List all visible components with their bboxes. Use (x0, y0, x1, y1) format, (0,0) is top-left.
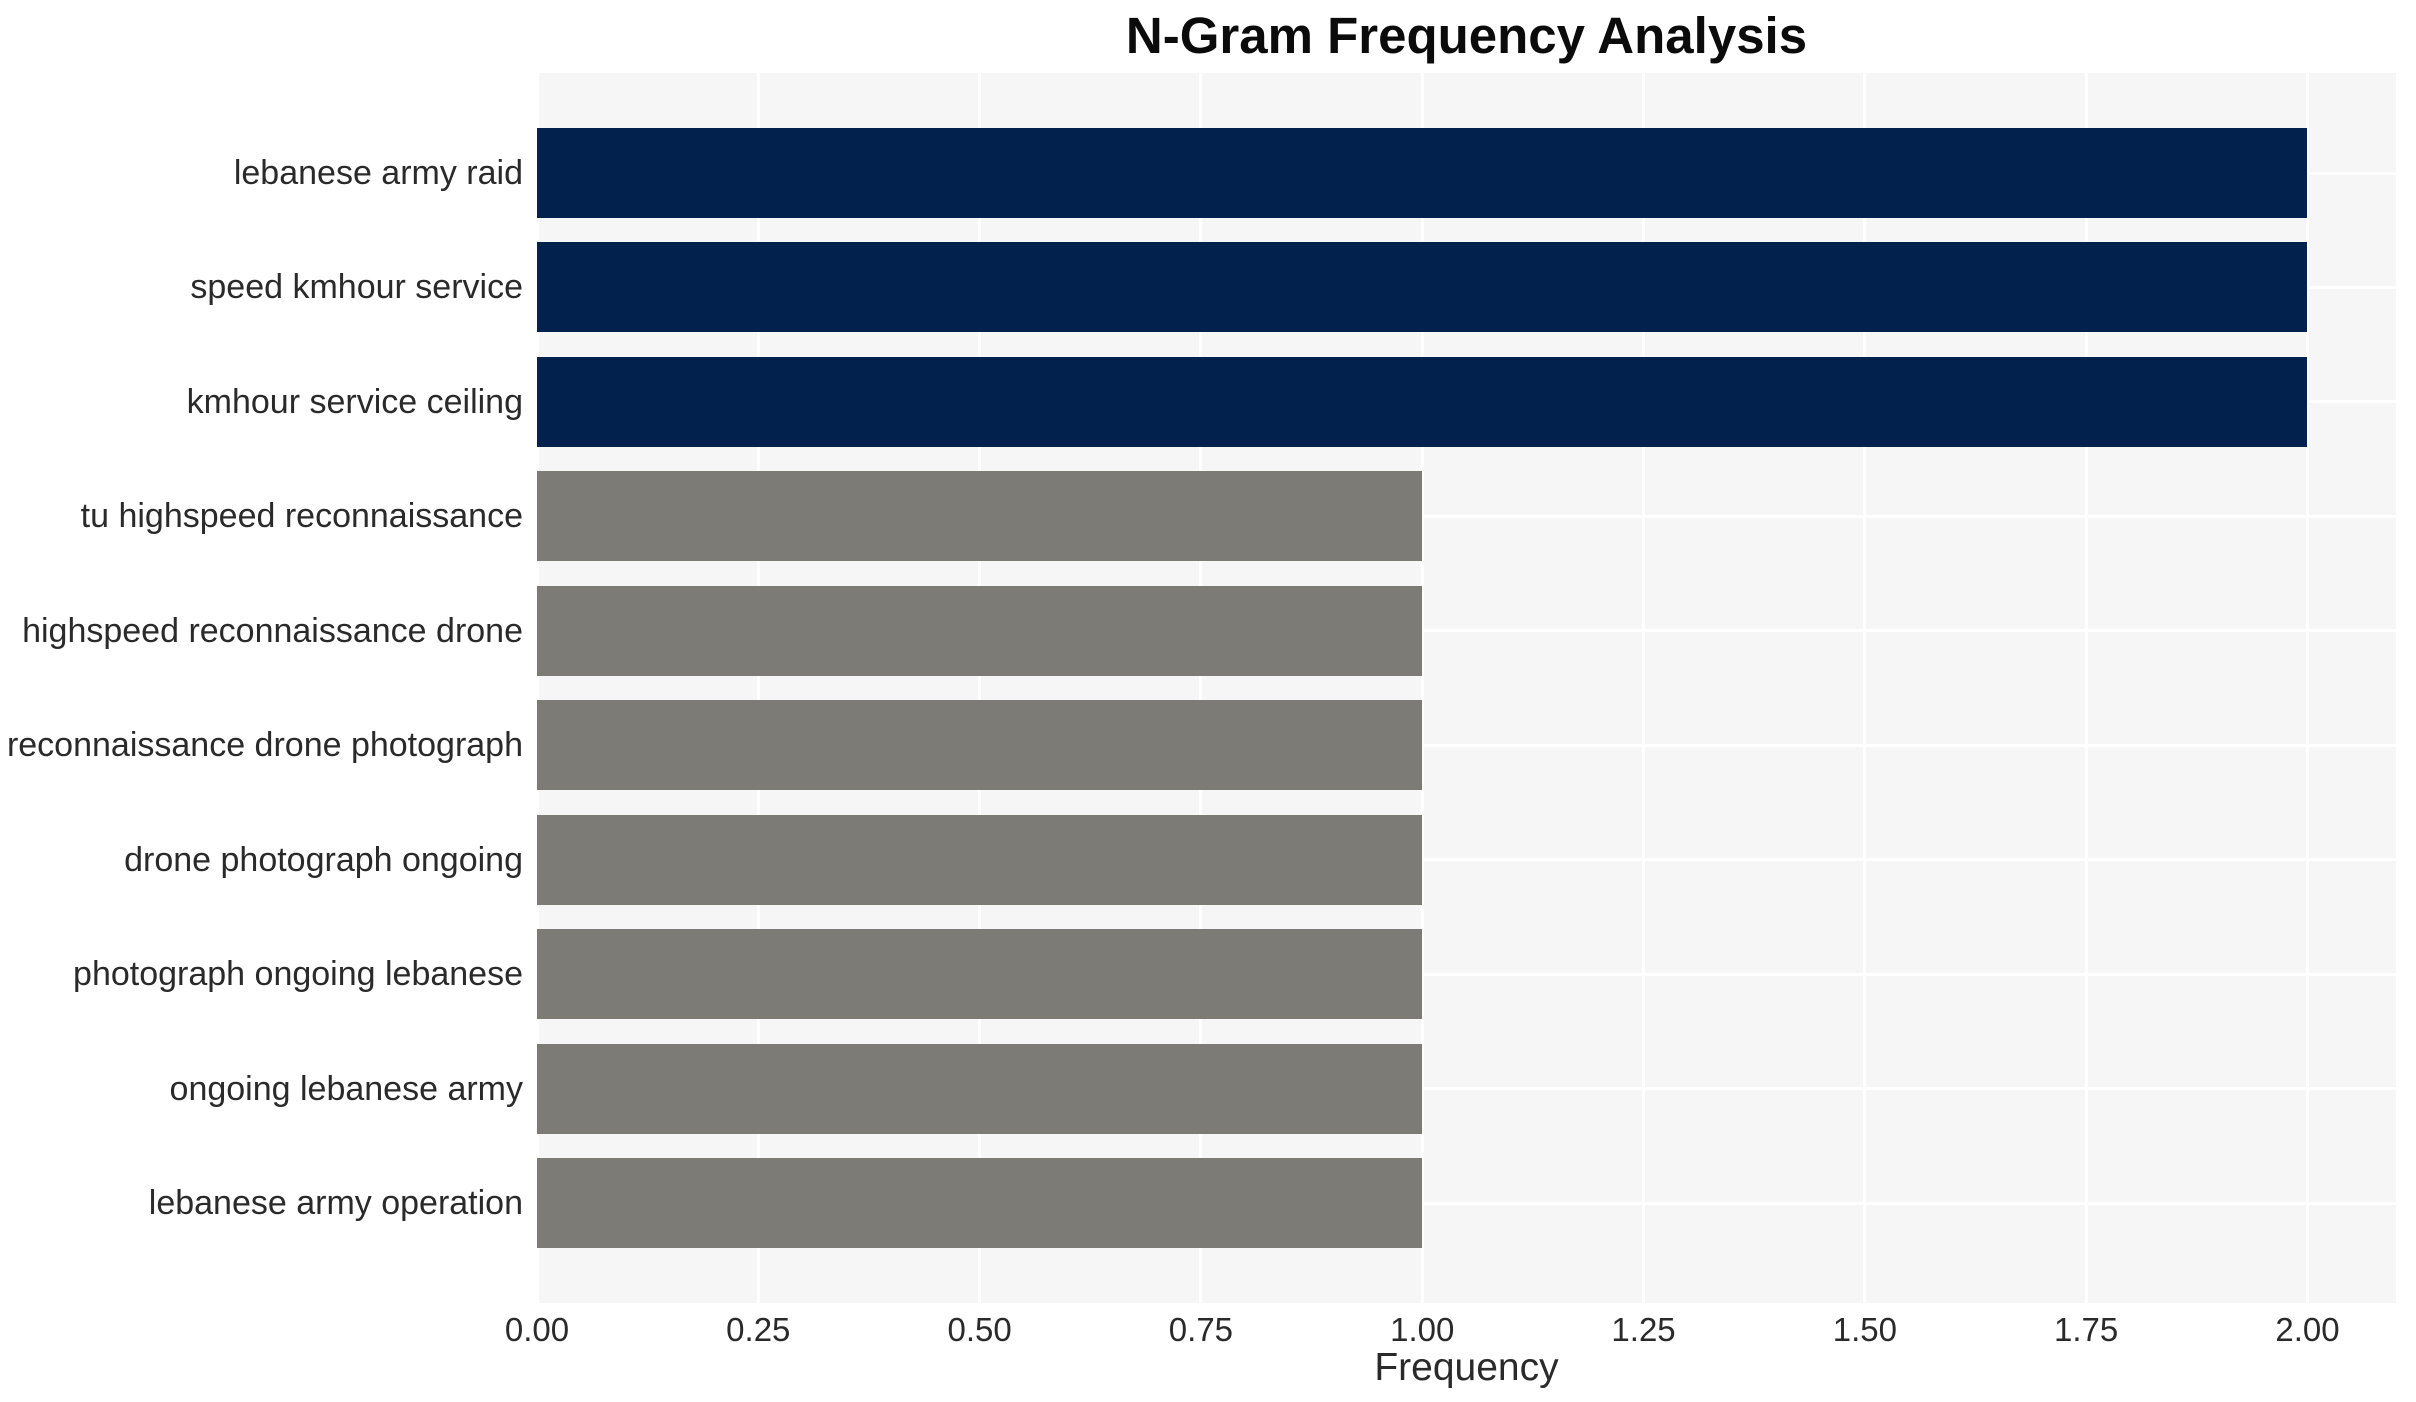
grid-line-horizontal (537, 1087, 2396, 1091)
grid-line-vertical (2084, 73, 2088, 1303)
y-tick-label: lebanese army raid (233, 154, 523, 192)
bar (537, 471, 1423, 562)
grid-line-vertical (1863, 73, 1867, 1303)
bar (537, 585, 1423, 676)
y-tick-label: lebanese army operation (148, 1184, 523, 1222)
y-tick-label: tu highspeed reconnaissance (80, 497, 523, 536)
y-tick-label: highspeed reconnaissance drone (22, 611, 523, 650)
grid-line-horizontal (537, 1201, 2396, 1205)
x-tick-label: 0.25 (726, 1311, 791, 1348)
grid-line-horizontal (537, 743, 2396, 747)
x-tick-label: 2.00 (2275, 1311, 2340, 1348)
chart-title: N-Gram Frequency Analysis (1125, 7, 1808, 64)
grid-line-vertical (978, 73, 982, 1303)
bar (537, 700, 1423, 791)
grid-line-vertical (1420, 73, 1424, 1303)
grid-line-vertical (2305, 73, 2309, 1303)
plot-area (535, 73, 2396, 1303)
bar (537, 814, 1423, 905)
bar (537, 242, 2308, 333)
grid-line-vertical (1199, 73, 1203, 1303)
grid-line-horizontal (537, 972, 2396, 976)
x-tick-label: 0.75 (1168, 1311, 1234, 1348)
x-tick-label: 1.25 (1611, 1311, 1676, 1348)
grid-line-vertical (535, 73, 539, 1303)
x-axis-title: Frequency (1374, 1346, 1559, 1389)
x-tick-label: 0.50 (947, 1311, 1012, 1348)
grid-line-horizontal (537, 858, 2396, 862)
grid-line-horizontal (537, 629, 2396, 633)
y-tick-label: photograph ongoing lebanese (73, 955, 523, 994)
y-tick-label: reconnaissance drone photograph (6, 726, 523, 765)
y-tick-label: speed kmhour service (190, 268, 523, 307)
bar (537, 128, 2308, 218)
bar (537, 1158, 1423, 1248)
x-tick-label: 0.00 (504, 1311, 570, 1348)
x-tick-label: 1.75 (2054, 1311, 2119, 1348)
y-tick-label: drone photograph ongoing (124, 840, 523, 879)
grid-line-horizontal (537, 514, 2396, 518)
y-tick-label: kmhour service ceiling (186, 382, 523, 421)
bar (537, 1043, 1423, 1134)
grid-line-vertical (756, 73, 760, 1303)
x-tick-label: 1.00 (1390, 1311, 1455, 1348)
y-tick-label: ongoing lebanese army (169, 1069, 523, 1108)
grid-line-vertical (1642, 73, 1646, 1303)
bar (537, 356, 2308, 447)
x-tick-label: 1.50 (1832, 1311, 1897, 1348)
bar (537, 929, 1423, 1020)
